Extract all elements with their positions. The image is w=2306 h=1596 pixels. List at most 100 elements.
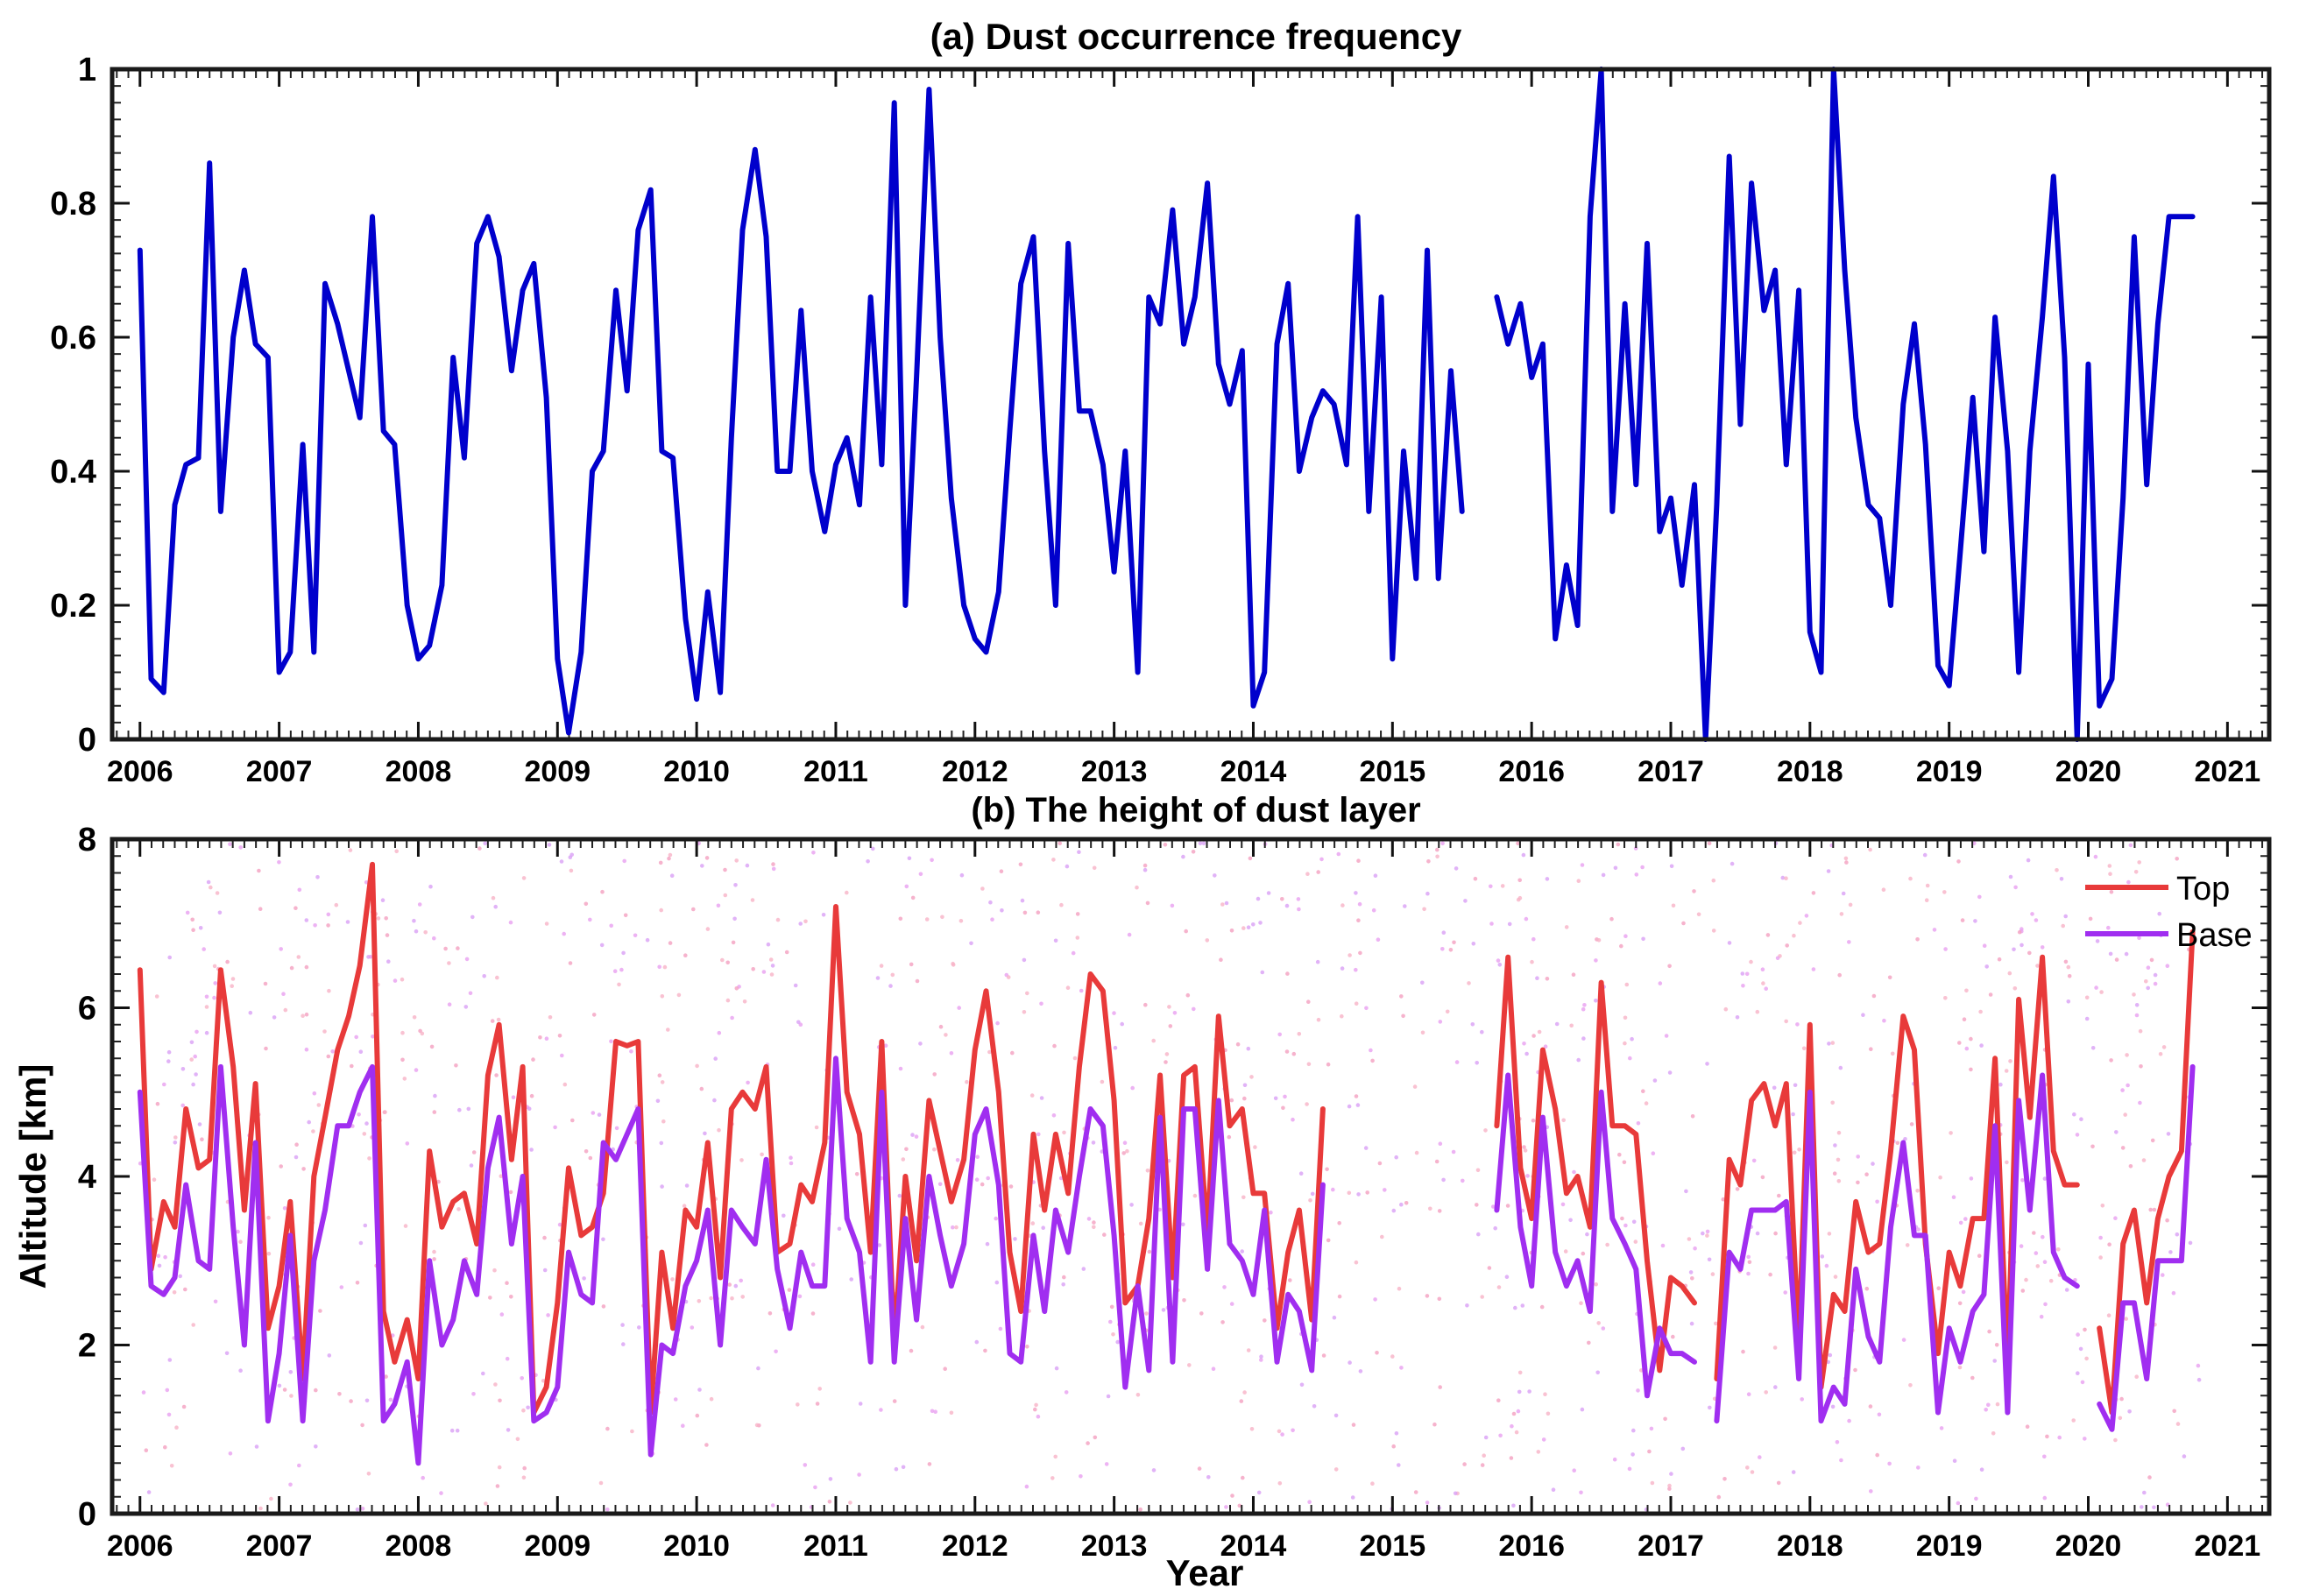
scatter-point: [527, 1106, 532, 1111]
scatter-point: [1297, 1032, 1302, 1036]
scatter-point: [1513, 1305, 1517, 1310]
scatter-point: [1438, 1385, 1442, 1389]
scatter-point: [1213, 873, 1217, 878]
scatter-point: [2124, 951, 2129, 957]
scatter-point: [1182, 1298, 1186, 1303]
scatter-point: [659, 1141, 664, 1146]
scatter-point: [658, 860, 663, 865]
scatter-point: [930, 1409, 935, 1414]
y-tick-label: 0: [78, 1496, 96, 1533]
scatter-point: [1511, 1503, 1516, 1508]
scatter-point: [364, 1398, 370, 1403]
scatter-point: [980, 1182, 985, 1187]
scatter-point: [645, 937, 650, 943]
scatter-point: [1036, 910, 1041, 915]
scatter-point: [958, 919, 964, 923]
scatter-point: [659, 907, 663, 913]
scatter-point: [907, 856, 912, 861]
scatter-point: [857, 1472, 861, 1477]
scatter-point: [1312, 1404, 1317, 1409]
scatter-point: [1579, 1490, 1583, 1495]
scatter-point: [498, 1398, 502, 1403]
scatter-point: [355, 1281, 360, 1285]
scatter-point: [1220, 902, 1225, 907]
scatter-point: [443, 946, 448, 951]
scatter-point: [1475, 1061, 1479, 1065]
scatter-point: [661, 1119, 666, 1124]
scatter-point: [180, 1103, 185, 1108]
scatter-point: [289, 1394, 294, 1398]
scatter-point: [282, 1388, 287, 1392]
scatter-point: [1364, 1006, 1369, 1011]
scatter-point: [1979, 1467, 1984, 1472]
scatter-point: [1310, 1191, 1315, 1197]
scatter-point: [166, 1059, 171, 1063]
scatter-point: [725, 960, 730, 965]
scatter-point: [1585, 1232, 1589, 1237]
scatter-point: [1251, 922, 1256, 927]
scatter-point: [1594, 999, 1598, 1003]
scatter-point: [845, 890, 849, 895]
scatter-point: [1517, 878, 1522, 883]
scatter-point: [1871, 1162, 1875, 1166]
scatter-point: [918, 872, 923, 877]
scatter-point: [562, 1082, 568, 1087]
scatter-point: [2063, 914, 2068, 919]
scatter-point: [1627, 1466, 1632, 1472]
scatter-point: [1623, 1015, 1628, 1020]
scatter-point: [1333, 1413, 1339, 1418]
scatter-point: [1142, 867, 1148, 872]
scatter-point: [1354, 967, 1358, 972]
scatter-point: [1711, 929, 1716, 933]
scatter-point: [1773, 1385, 1778, 1389]
scatter-point: [1798, 921, 1802, 925]
scatter-point: [1658, 981, 1663, 985]
scatter-point: [621, 950, 626, 956]
scatter-point: [622, 858, 626, 864]
scatter-point: [383, 1110, 387, 1114]
scatter-point: [1773, 1231, 1778, 1236]
scatter-point: [1321, 1353, 1326, 1358]
panel-a: (a) Dust occurrence frequency 2006 2007 20…: [50, 16, 2272, 788]
scatter-point: [1426, 859, 1431, 864]
scatter-point: [2019, 1244, 2024, 1248]
scatter-point: [421, 1475, 426, 1480]
scatter-point: [2114, 957, 2119, 962]
scatter-point: [1541, 1437, 1546, 1442]
scatter-point: [183, 1287, 187, 1292]
scatter-point: [1875, 1199, 1879, 1204]
scatter-point: [690, 1325, 695, 1330]
scatter-point: [1504, 1275, 1510, 1279]
scatter-point: [1978, 1009, 1983, 1014]
scatter-point: [515, 1437, 520, 1442]
scatter-point: [366, 955, 371, 959]
scatter-point: [813, 1485, 817, 1490]
scatter-point: [1332, 1315, 1337, 1320]
scatter-point: [1780, 875, 1786, 880]
scatter-point: [2165, 1218, 2169, 1223]
scatter-point: [1355, 1103, 1361, 1107]
scatter-point: [357, 1112, 361, 1117]
scatter-point: [508, 1190, 513, 1195]
scatter-point: [1403, 904, 1407, 908]
scatter-point: [1755, 1231, 1760, 1236]
scatter-point: [1997, 957, 2002, 962]
scatter-point: [1138, 1221, 1143, 1226]
scatter-point: [1453, 1491, 1458, 1496]
scatter-point: [1333, 1467, 1339, 1472]
scatter-point: [1206, 1475, 1211, 1479]
scatter-point: [1380, 1234, 1384, 1239]
scatter-point: [542, 1235, 547, 1240]
scatter-point: [766, 942, 771, 947]
scatter-point: [1467, 981, 1471, 985]
scatter-point: [1998, 1082, 2003, 1087]
scatter-point: [1164, 1060, 1168, 1064]
scatter-point: [927, 1462, 932, 1466]
scatter-point: [1354, 1260, 1359, 1265]
scatter-point: [301, 1167, 306, 1171]
scatter-point: [1853, 1367, 1857, 1373]
scatter-point: [1138, 1507, 1142, 1512]
scatter-point: [983, 1348, 987, 1353]
scatter-point: [904, 1147, 909, 1152]
scatter-point: [2114, 1130, 2119, 1134]
